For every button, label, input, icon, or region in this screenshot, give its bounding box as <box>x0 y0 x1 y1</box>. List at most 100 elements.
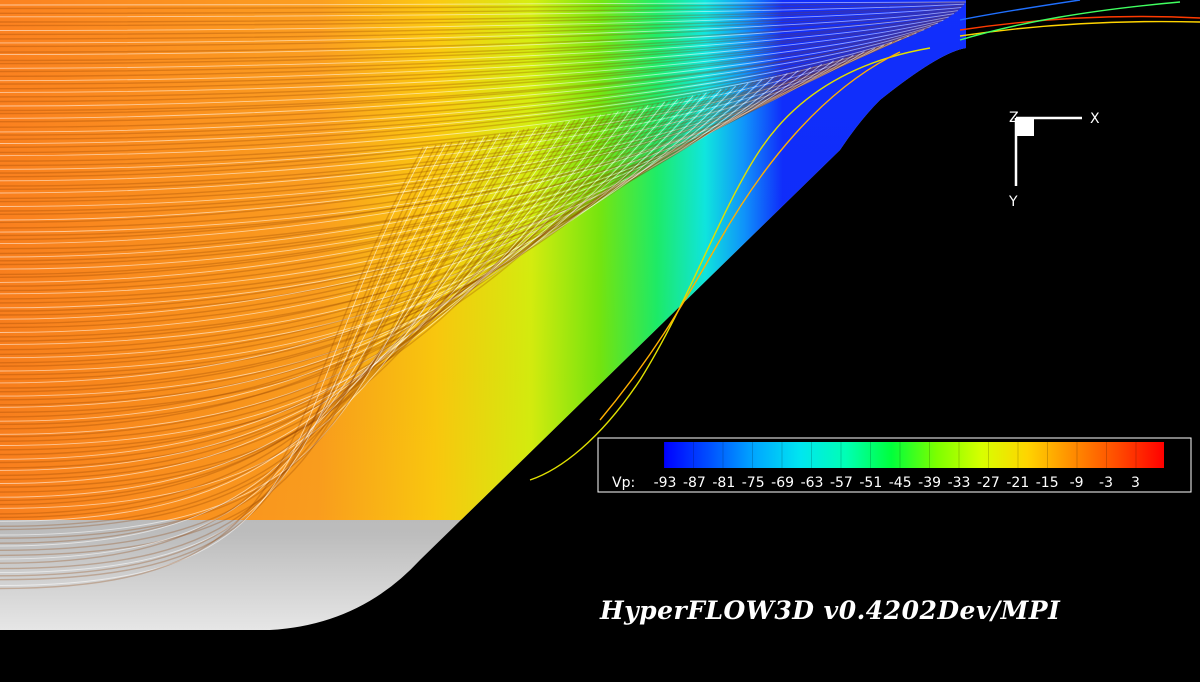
streamline <box>0 47 876 194</box>
legend-tick-label: -63 <box>801 475 824 491</box>
legend-tick-labels: -93 -87 -81 -75 -69 -63 -57 -51 -45 -39 -33 -27 -21-… <box>654 475 1140 491</box>
streamline <box>0 77 771 312</box>
streamline <box>0 103 654 418</box>
streamline <box>0 18 946 77</box>
streamline <box>0 146 428 586</box>
streamline <box>0 9 960 40</box>
streamline <box>0 73 788 295</box>
legend-dividers <box>663 442 1137 468</box>
streamline <box>0 12 955 53</box>
streamline <box>0 140 461 564</box>
streamline <box>0 41 893 170</box>
streamline <box>0 137 480 551</box>
streamline <box>0 89 722 359</box>
streamline <box>0 91 713 367</box>
streamline <box>0 80 758 325</box>
streamline <box>0 112 614 451</box>
streamline <box>0 111 619 446</box>
streamline <box>0 113 608 456</box>
streamline <box>0 102 660 413</box>
legend-tick-label: -39 <box>918 475 941 491</box>
streamline <box>0 81 755 329</box>
streamline <box>0 38 902 157</box>
streamline <box>0 39 899 162</box>
outer-streamline <box>959 20 1200 37</box>
streamline <box>0 116 591 469</box>
streamline <box>0 16 949 69</box>
streamline <box>0 26 932 107</box>
streamline <box>0 141 453 570</box>
legend-tick-label: -27 <box>977 475 1000 491</box>
streamline <box>0 86 731 351</box>
legend-tick-label: 3 <box>1131 475 1140 491</box>
streamline <box>0 10 957 48</box>
z-axis-marker <box>1016 118 1034 136</box>
streamline <box>0 66 812 270</box>
streamline <box>0 130 520 522</box>
streamline <box>0 75 779 304</box>
streamline <box>0 37 904 154</box>
x-axis-label: X <box>1090 111 1100 127</box>
outer-streamline <box>959 15 1200 31</box>
streamline <box>0 58 842 237</box>
streamline <box>0 76 774 309</box>
streamline <box>0 126 537 509</box>
streamline <box>0 94 698 380</box>
legend-tick-label: -51 <box>859 475 882 491</box>
legend-variable-label: Vp: <box>612 475 635 491</box>
streamline <box>0 143 443 577</box>
legend-color-bar <box>664 442 1164 468</box>
streamline <box>0 106 640 430</box>
streamline <box>0 98 679 397</box>
streamline <box>0 21 940 90</box>
outer-streamline <box>599 51 901 421</box>
streamline <box>0 68 807 276</box>
streamline <box>0 118 581 477</box>
legend-tick-label: -21 <box>1006 475 1029 491</box>
streamline <box>0 114 602 460</box>
streamline <box>0 43 888 178</box>
streamline <box>0 17 948 73</box>
streamline <box>0 45 881 187</box>
streamline <box>0 95 694 384</box>
streamline <box>0 131 513 527</box>
streamline <box>0 34 913 140</box>
software-watermark: HyperFLOW3D v0.4202Dev/MPI <box>600 596 1061 625</box>
streamline <box>0 138 472 557</box>
y-axis-label: Y <box>1008 194 1018 210</box>
streamline <box>0 74 783 300</box>
streamline <box>0 83 745 338</box>
axis-triad: X Y Z <box>1008 110 1100 210</box>
streamline <box>0 119 576 481</box>
streamline <box>0 105 649 422</box>
streamline <box>0 97 684 393</box>
streamline <box>0 27 928 115</box>
legend-tick-label: -93 <box>654 475 677 491</box>
streamline <box>0 20 943 85</box>
streamline <box>0 24 934 103</box>
streamline <box>0 14 952 62</box>
streamline <box>0 31 920 128</box>
legend-tick-label: -75 <box>742 475 765 491</box>
legend-tick-label: -57 <box>830 475 853 491</box>
streamline <box>0 26 929 112</box>
streamline <box>0 1 966 6</box>
streamline <box>0 146 424 590</box>
legend-frame <box>597 437 1192 493</box>
streamline <box>0 142 447 574</box>
streamline <box>0 96 688 389</box>
streamline <box>0 121 566 488</box>
streamline <box>0 10 958 44</box>
streamline <box>0 134 497 539</box>
streamline <box>0 64 819 262</box>
streamline <box>0 5 963 27</box>
streamline <box>0 105 645 426</box>
streamline <box>0 139 467 560</box>
legend-tick-label: -45 <box>889 475 912 491</box>
streamline <box>0 29 925 119</box>
streamline <box>0 92 707 372</box>
streamline <box>0 3 965 18</box>
z-axis-label: Z <box>1009 110 1019 126</box>
streamline <box>0 136 485 547</box>
